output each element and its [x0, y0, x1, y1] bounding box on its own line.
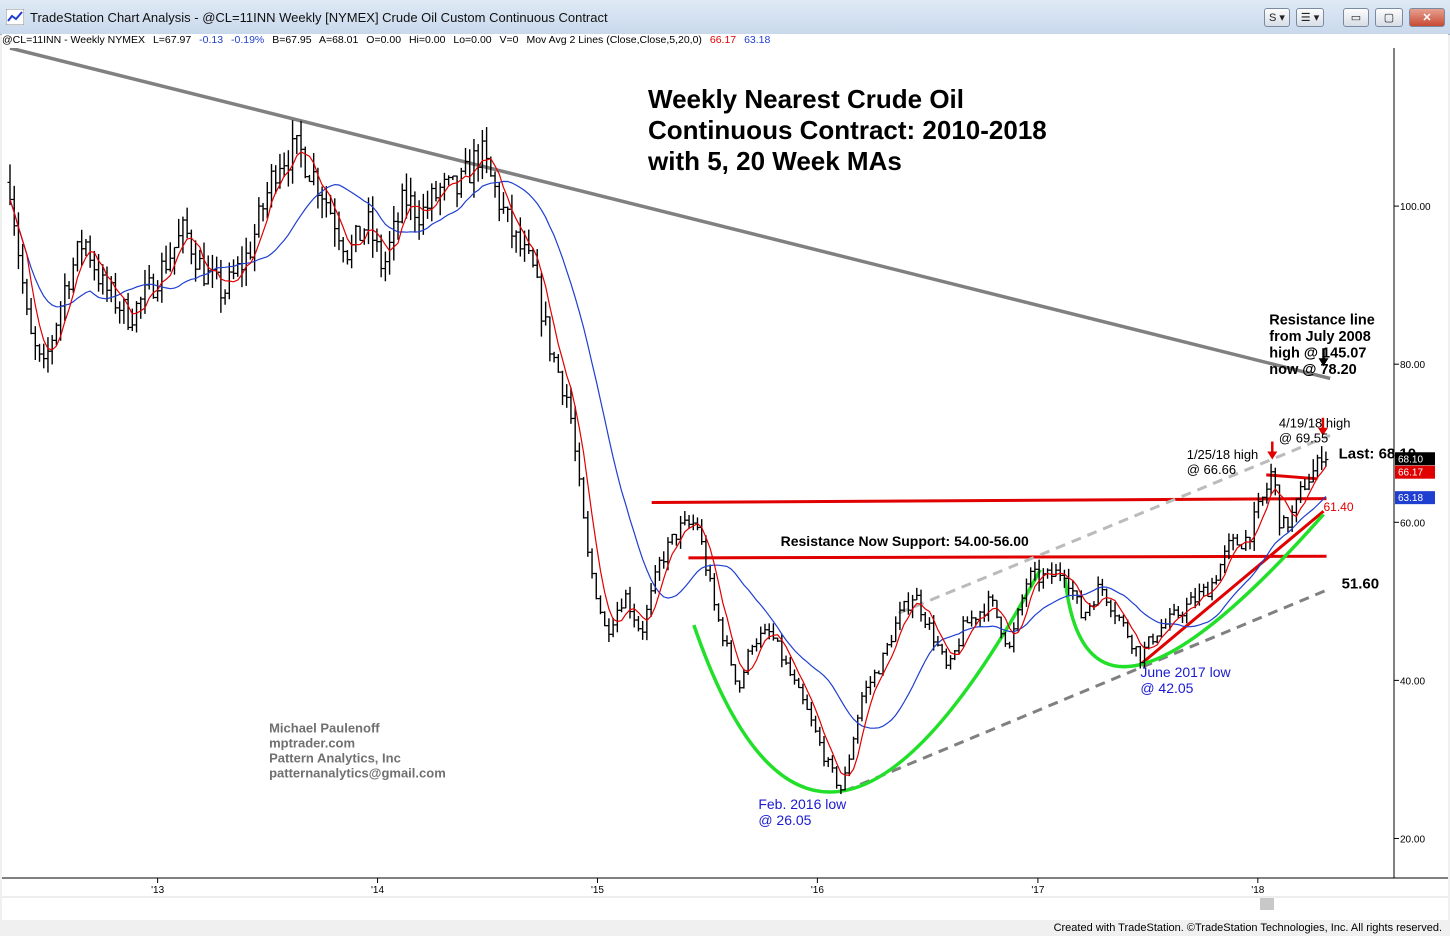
- annotation-1: 4/19/18 high @ 69.55: [1279, 415, 1351, 445]
- info-ma-slow: 63.18: [744, 34, 771, 46]
- info-high: Hi=0.00: [408, 34, 446, 46]
- annotation-line: @ 26.05: [758, 812, 811, 828]
- chart-frame[interactable]: 20.00 40.00 60.00 80.00 100.00 '13 '14 '15 '16 '1…: [2, 48, 1448, 920]
- price-label-bg-2: [1395, 491, 1435, 505]
- price-label-2: 63.18: [1398, 493, 1423, 504]
- info-volume: V=0: [499, 34, 519, 46]
- annotation-line: mptrader.com: [269, 736, 355, 751]
- close-icon: ✕: [1422, 12, 1432, 24]
- x-tick-label: '14: [371, 885, 384, 896]
- short-resistance-line: [1266, 473, 1318, 481]
- x-tick-label: '18: [1251, 885, 1264, 896]
- annotation-5: 61.40: [1324, 500, 1354, 514]
- chart-title: Weekly Nearest Crude Oil Continuous Contr…: [647, 84, 1047, 176]
- annotation-line: @ 69.55: [1279, 430, 1328, 445]
- resistance-line-from-july-2008: [9, 48, 1331, 381]
- annotation-line: from July 2008: [1269, 329, 1371, 345]
- price-label-bg-1: [1395, 465, 1435, 479]
- info-low: Lo=0.00: [453, 34, 492, 46]
- marker-arrow-down-2: [1317, 417, 1328, 436]
- info-study: Mov Avg 2 Lines (Close,Close,5,20,0): [526, 34, 702, 46]
- rising-support-trendline: [1139, 510, 1325, 666]
- annotation-line: @ 42.05: [1140, 680, 1193, 696]
- y-tick-label: 20.00: [1400, 834, 1425, 845]
- arc-2016-bottom: [692, 568, 1042, 794]
- marker-arrow-down-1: [1267, 441, 1278, 460]
- y-tick-label: 60.00: [1400, 518, 1425, 529]
- minimize-icon: ▭: [1350, 12, 1362, 24]
- annotation-line: June 2017 low: [1140, 664, 1231, 680]
- annotation-line: 51.60: [1342, 576, 1380, 593]
- price-label-0: 68.10: [1398, 454, 1423, 465]
- chart-title-line: Weekly Nearest Crude Oil: [648, 84, 964, 114]
- window-menu-icon: ☰: [1300, 12, 1311, 24]
- resistance-now-support-lower: [688, 554, 1327, 560]
- window-title: TradeStation Chart Analysis - @CL=11INN …: [30, 10, 608, 25]
- x-tick-label: '17: [1031, 885, 1044, 896]
- info-ask: A=68.01: [318, 34, 359, 46]
- info-last: L=67.97: [152, 34, 192, 46]
- marker-arrow-down-0: [1318, 348, 1329, 367]
- resistance-now-support-upper: [651, 497, 1327, 505]
- y-tick-label: 80.00: [1400, 360, 1425, 371]
- annotation-line: Resistance line: [1269, 313, 1375, 329]
- price-label-bg-0: [1395, 452, 1435, 466]
- x-tick-label: '15: [591, 885, 604, 896]
- annotation-line: @ 66.66: [1187, 462, 1236, 477]
- annotation-2: 1/25/18 high @ 66.66: [1187, 447, 1259, 477]
- annotation-line: now @ 78.20: [1269, 362, 1356, 378]
- price-label-1: 66.17: [1398, 468, 1423, 479]
- maximize-icon: ▢: [1383, 12, 1395, 24]
- ma-20-week-line: [9, 180, 1327, 729]
- ma-5-week-line: [9, 151, 1327, 776]
- annotation-line: Feb. 2016 low: [758, 796, 847, 812]
- annotation-line: Michael Paulenoff: [269, 721, 380, 736]
- annotation-4: Resistance Now Support: 54.00-56.00: [781, 533, 1029, 549]
- annotation-9: Michael Paulenoff mptrader.com Pattern Ana…: [269, 721, 446, 781]
- chart-title-line: Continuous Contract: 2010-2018: [648, 115, 1047, 145]
- title-bar: TradeStation Chart Analysis - @CL=11INN …: [0, 0, 1450, 35]
- dashed-channel-upper: [898, 433, 1331, 615]
- annotation-line: 61.40: [1324, 500, 1354, 514]
- annotation-line: 4/19/18 high: [1279, 415, 1351, 430]
- price-chart[interactable]: 20.00 40.00 60.00 80.00 100.00 '13 '14 '15 '16 '1…: [2, 48, 1448, 920]
- info-symbol: @CL=11INN - Weekly NYMEX: [2, 34, 146, 46]
- annotation-line: 1/25/18 high: [1187, 447, 1259, 462]
- footer-copyright: Created with TradeStation. ©TradeStation…: [1053, 922, 1442, 934]
- chart-title-line: with 5, 20 Week MAs: [647, 146, 902, 176]
- info-change-pct: -0.19%: [230, 34, 265, 46]
- info-ma-fast: 66.17: [709, 34, 737, 46]
- symbol-link-button[interactable]: S ▾: [1264, 8, 1290, 27]
- y-tick-label: 40.00: [1400, 676, 1425, 687]
- close-button[interactable]: ✕: [1409, 8, 1445, 27]
- annotation-7: June 2017 low @ 42.05: [1140, 664, 1231, 696]
- annotation-0: Resistance line from July 2008 high @ 145.…: [1269, 313, 1375, 379]
- maximize-button[interactable]: ▢: [1375, 8, 1403, 27]
- scrollbar-thumb[interactable]: [1260, 898, 1274, 910]
- tradestation-app-icon: [6, 9, 24, 25]
- x-tick-label: '13: [151, 885, 164, 896]
- info-open: O=0.00: [366, 34, 402, 46]
- annotation-8: Feb. 2016 low @ 26.05: [758, 796, 847, 828]
- x-tick-label: '16: [811, 885, 824, 896]
- annotation-line: high @ 145.07: [1269, 346, 1366, 362]
- annotation-6: 51.60: [1342, 576, 1380, 593]
- annotation-line: Pattern Analytics, Inc: [269, 751, 401, 766]
- chart-info-bar: @CL=11INN - Weekly NYMEX L=67.97 -0.13 -…: [2, 34, 1448, 48]
- annotation-line: Resistance Now Support: 54.00-56.00: [781, 533, 1029, 549]
- info-bid: B=67.95: [272, 34, 312, 46]
- info-change: -0.13: [199, 34, 224, 46]
- minimize-button[interactable]: ▭: [1343, 8, 1369, 27]
- annotation-line: patternanalytics@gmail.com: [269, 766, 446, 781]
- y-tick-label: 100.00: [1400, 202, 1431, 213]
- dashed-channel-lower: [843, 587, 1331, 793]
- symbol-link-label: S: [1269, 12, 1277, 24]
- window-menu-button[interactable]: ☰ ▾: [1296, 8, 1324, 27]
